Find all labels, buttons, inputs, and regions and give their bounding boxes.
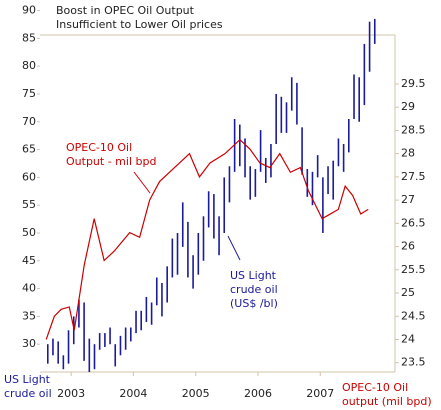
y-tick-label: 40 — [22, 282, 36, 295]
annotation: (US$ /bl) — [230, 297, 278, 310]
annotation: US Light — [230, 269, 277, 282]
y-tick-label: 80 — [22, 59, 36, 72]
y2-tick-label: 24 — [401, 332, 415, 345]
y-tick-label: 70 — [22, 115, 36, 128]
chart-title: Boost in OPEC Oil Output — [56, 4, 195, 17]
annotation-pointer — [227, 235, 241, 261]
y-tick-label: 35 — [22, 309, 36, 322]
y2-tick-label: 28.5 — [401, 123, 426, 136]
y-tick-label: 55 — [22, 198, 36, 211]
y-tick-label: 90 — [22, 4, 36, 17]
annotation: Output - mil bpd — [66, 155, 156, 168]
y2-tick-label: 25 — [401, 286, 415, 299]
y-axis-label: crude oil — [4, 387, 52, 400]
x-tick-label: 2005 — [182, 387, 210, 400]
y2-tick-label: 26 — [401, 240, 415, 253]
y-axis-label: US Light — [4, 373, 51, 386]
y2-tick-label: 23.5 — [401, 356, 426, 369]
y-tick-label: 75 — [22, 87, 36, 100]
y2-tick-label: 29 — [401, 100, 415, 113]
y2-tick-label: 25.5 — [401, 263, 426, 276]
y2-tick-label: 28 — [401, 147, 415, 160]
y2-tick-label: 27 — [401, 193, 415, 206]
y-tick-label: 65 — [22, 143, 36, 156]
x-tick-label: 2006 — [244, 387, 272, 400]
y2-tick-label: 24.5 — [401, 309, 426, 322]
y2-axis-label: output (mil bpd) — [342, 395, 432, 408]
chart-title: Insufficient to Lower Oil prices — [56, 18, 223, 31]
y-tick-label: 45 — [22, 254, 36, 267]
x-tick-label: 2003 — [57, 387, 85, 400]
output-line — [45, 138, 369, 340]
y2-axis-label: OPEC-10 Oil — [342, 381, 408, 394]
y2-tick-label: 27.5 — [401, 170, 426, 183]
y-tick-label: 50 — [22, 226, 36, 239]
x-tick-label: 2007 — [306, 387, 334, 400]
y-tick-label: 60 — [22, 170, 36, 183]
annotation: OPEC-10 Oil — [66, 141, 132, 154]
y2-tick-label: 26.5 — [401, 216, 426, 229]
annotation: crude oil — [230, 283, 278, 296]
y2-tick-label: 29.5 — [401, 77, 426, 90]
y-tick-label: 30 — [22, 337, 36, 350]
annotation-pointer — [133, 171, 151, 194]
x-tick-label: 2004 — [119, 387, 147, 400]
y-tick-label: 85 — [22, 31, 36, 44]
